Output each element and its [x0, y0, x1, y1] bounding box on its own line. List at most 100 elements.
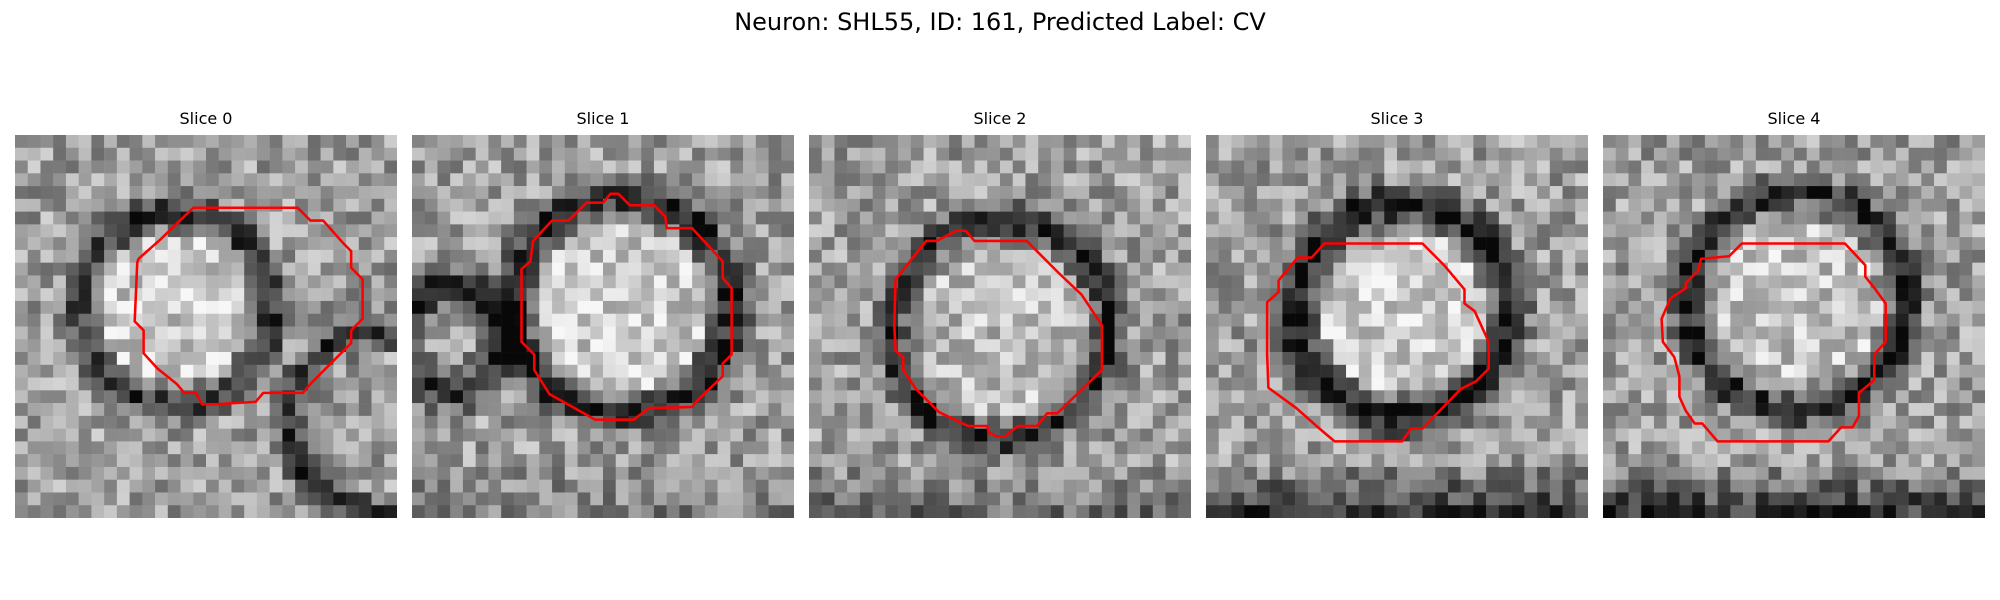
pixel-cell: [1498, 339, 1512, 353]
pixel-cell: [1857, 237, 1871, 251]
pixel-cell: [1218, 288, 1232, 302]
pixel-cell: [641, 428, 655, 442]
pixel-cell: [450, 479, 464, 493]
pixel-cell: [1346, 339, 1360, 353]
pixel-cell: [847, 288, 861, 302]
pixel-cell: [961, 479, 975, 493]
pixel-cell: [462, 147, 476, 161]
pixel-cell: [307, 339, 321, 353]
pixel-cell: [27, 364, 41, 378]
pixel-cell: [384, 135, 397, 149]
pixel-cell: [424, 275, 438, 289]
pixel-cell: [450, 326, 464, 340]
pixel-cell: [1524, 288, 1538, 302]
pixel-cell: [755, 300, 769, 314]
pixel-cell: [1140, 211, 1154, 225]
pixel-cell: [1114, 224, 1128, 238]
pixel-cell: [65, 326, 79, 340]
pixel-cell: [180, 198, 194, 212]
pixel-cell: [666, 198, 680, 212]
pixel-cell: [730, 339, 744, 353]
pixel-cell: [1895, 147, 1909, 161]
pixel-cell: [590, 339, 604, 353]
pixel-cell: [526, 186, 540, 200]
pixel-cell: [1473, 198, 1487, 212]
pixel-cell: [1295, 415, 1309, 429]
pixel-cell: [256, 224, 270, 238]
pixel-cell: [1666, 237, 1680, 251]
pixel-cell: [1921, 326, 1935, 340]
pixel-cell: [1653, 186, 1667, 200]
pixel-cell: [1231, 135, 1245, 149]
pixel-cell: [1358, 326, 1372, 340]
pixel-cell: [1562, 275, 1576, 289]
pixel-cell: [513, 364, 527, 378]
pixel-cell: [859, 275, 873, 289]
pixel-cell: [1409, 352, 1423, 366]
pixel-cell: [91, 428, 105, 442]
pixel-cell: [755, 135, 769, 149]
pixel-cell: [526, 224, 540, 238]
pixel-cell: [1628, 249, 1642, 263]
pixel-cell: [116, 454, 130, 468]
pixel-cell: [1333, 339, 1347, 353]
pixel-cell: [1295, 428, 1309, 442]
pixel-cell: [1076, 249, 1090, 263]
pixel-cell: [307, 262, 321, 276]
pixel-cell: [564, 275, 578, 289]
pixel-cell: [424, 415, 438, 429]
pixel-cell: [1282, 160, 1296, 174]
pixel-cell: [679, 454, 693, 468]
pixel-cell: [1101, 237, 1115, 251]
pixel-cell: [462, 211, 476, 225]
pixel-cell: [1895, 198, 1909, 212]
pixel-cell: [1101, 135, 1115, 149]
pixel-cell: [859, 237, 873, 251]
pixel-cell: [653, 313, 667, 327]
pixel-cell: [1653, 454, 1667, 468]
pixel-cell: [244, 492, 258, 506]
pixel-cell: [1101, 313, 1115, 327]
pixel-cell: [1653, 390, 1667, 404]
pixel-cell: [1114, 160, 1128, 174]
pixel-cell: [1717, 326, 1731, 340]
pixel-cell: [526, 160, 540, 174]
pixel-cell: [552, 160, 566, 174]
pixel-cell: [1422, 224, 1436, 238]
pixel-cell: [949, 313, 963, 327]
pixel-cell: [1076, 160, 1090, 174]
pixel-cell: [15, 390, 28, 404]
pixel-cell: [371, 377, 385, 391]
pixel-cell: [1921, 198, 1935, 212]
pixel-cell: [1575, 160, 1588, 174]
pixel-cell: [781, 313, 794, 327]
pixel-cell: [768, 237, 782, 251]
pixel-cell: [590, 262, 604, 276]
pixel-cell: [1832, 262, 1846, 276]
pixel-cell: [244, 186, 258, 200]
pixel-cell: [1562, 441, 1576, 455]
pixel-cell: [1384, 492, 1398, 506]
pixel-cell: [1397, 505, 1410, 518]
pixel-cell: [1730, 428, 1744, 442]
pixel-cell: [1012, 364, 1026, 378]
pixel-cell: [1946, 262, 1960, 276]
pixel-cell: [834, 390, 848, 404]
pixel-cell: [1717, 403, 1731, 417]
pixel-cell: [1730, 352, 1744, 366]
pixel-cell: [898, 454, 912, 468]
pixel-cell: [564, 135, 578, 149]
pixel-cell: [577, 390, 591, 404]
pixel-cell: [1063, 198, 1077, 212]
pixel-cell: [15, 505, 28, 518]
pixel-cell: [1460, 326, 1474, 340]
pixel-cell: [1628, 173, 1642, 187]
pixel-cell: [1692, 352, 1706, 366]
pixel-cell: [437, 390, 451, 404]
pixel-cell: [1666, 326, 1680, 340]
pixel-cell: [371, 300, 385, 314]
pixel-cell: [1615, 352, 1629, 366]
pixel-cell: [371, 186, 385, 200]
pixel-cell: [1870, 492, 1884, 506]
pixel-cell: [1435, 186, 1449, 200]
